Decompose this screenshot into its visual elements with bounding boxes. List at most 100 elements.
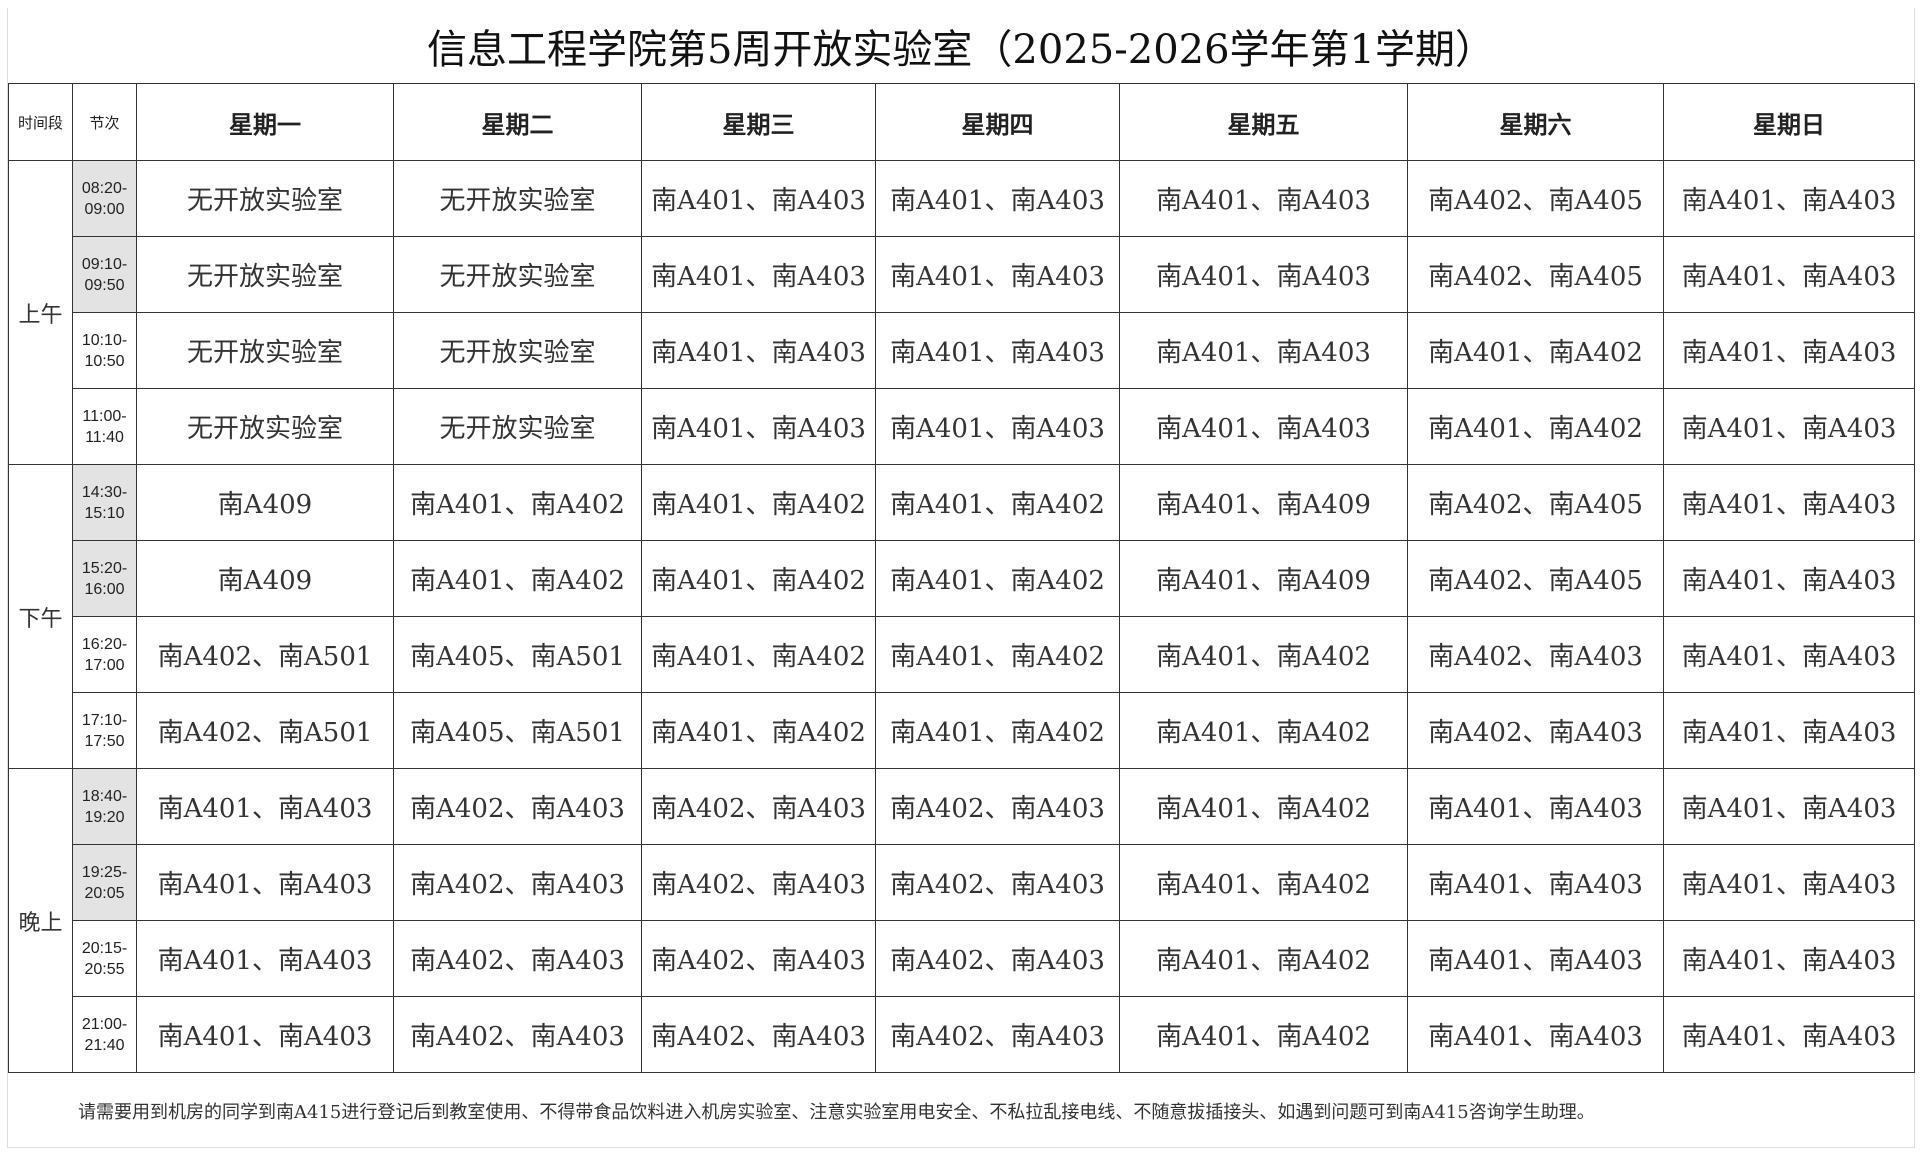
table-row: 15:20- 16:00 南A409 南A401、南A402 南A401、南A402 南… — [9, 540, 1915, 617]
lab-cell: 南A402、南A403 — [393, 920, 642, 997]
lab-cell: 南A402、南A405 — [1407, 160, 1664, 237]
lab-cell: 南A401、南A403 — [136, 996, 394, 1073]
lab-cell: 南A402、南A403 — [875, 996, 1120, 1073]
lab-cell: 南A402、南A403 — [875, 920, 1120, 997]
lab-cell: 南A402、南A403 — [393, 768, 642, 845]
lab-cell: 南A402、南A405 — [1407, 464, 1664, 541]
table-row: 16:20- 17:00 南A402、南A501 南A405、南A501 南A401、… — [9, 616, 1915, 693]
lab-cell: 南A401、南A402 — [875, 540, 1120, 617]
lab-cell: 南A401、南A403 — [136, 844, 394, 921]
lab-cell: 南A401、南A402 — [393, 464, 642, 541]
lab-cell: 南A401、南A403 — [1663, 236, 1915, 313]
lab-cell: 南A402、南A403 — [641, 920, 876, 997]
lab-cell: 南A401、南A403 — [1663, 312, 1915, 389]
lab-cell: 南A402、南A403 — [393, 996, 642, 1073]
header-day: 星期四 — [875, 83, 1120, 161]
lab-cell: 南A402、南A501 — [136, 616, 394, 693]
lab-cell: 南A401、南A403 — [875, 312, 1120, 389]
lab-cell: 南A401、南A402 — [1119, 844, 1408, 921]
lab-cell: 南A401、南A403 — [1663, 844, 1915, 921]
lab-cell: 南A409 — [136, 464, 394, 541]
time-slot-cell: 17:10- 17:50 — [72, 692, 137, 769]
header-day: 星期一 — [136, 83, 394, 161]
lab-cell: 南A401、南A403 — [1407, 996, 1664, 1073]
lab-cell: 南A401、南A403 — [641, 312, 876, 389]
lab-cell: 南A402、南A403 — [641, 844, 876, 921]
lab-cell: 南A401、南A402 — [875, 616, 1120, 693]
table-row: 晚上 18:40- 19:20 南A401、南A403 南A402、南A403 南A40… — [8, 768, 1915, 1073]
lab-cell: 南A401、南A402 — [641, 464, 876, 541]
period-cell: 上午 — [8, 160, 73, 465]
lab-cell: 南A401、南A409 — [1119, 464, 1408, 541]
header-day: 星期二 — [393, 83, 642, 161]
lab-cell: 南A402、南A403 — [1407, 616, 1664, 693]
lab-cell: 南A401、南A402 — [1407, 312, 1664, 389]
table-row: 21:00- 21:40 南A401、南A403 南A402、南A403 南A402、… — [9, 996, 1915, 1073]
lab-cell: 无开放实验室 — [393, 388, 642, 465]
lab-cell: 无开放实验室 — [393, 236, 642, 313]
lab-cell: 南A402、南A403 — [1407, 692, 1664, 769]
lab-cell: 南A401、南A402 — [393, 540, 642, 617]
lab-cell: 无开放实验室 — [136, 160, 394, 237]
header-session: 节次 — [72, 83, 137, 161]
lab-cell: 南A401、南A402 — [1119, 692, 1408, 769]
header-day: 星期三 — [641, 83, 876, 161]
lab-cell: 南A401、南A403 — [1407, 844, 1664, 921]
time-slot-cell: 21:00- 21:40 — [72, 996, 137, 1073]
lab-cell: 无开放实验室 — [136, 236, 394, 313]
lab-cell: 南A401、南A403 — [1663, 692, 1915, 769]
time-slot-cell: 09:10- 09:50 — [72, 236, 137, 313]
lab-cell: 南A401、南A402 — [1119, 616, 1408, 693]
lab-cell: 南A402、南A501 — [136, 692, 394, 769]
lab-cell: 南A402、南A403 — [875, 768, 1120, 845]
table-row: 17:10- 17:50 南A402、南A501 南A405、南A501 南A401、… — [9, 692, 1915, 769]
lab-cell: 南A405、南A501 — [393, 692, 642, 769]
lab-cell: 无开放实验室 — [393, 312, 642, 389]
lab-cell: 南A405、南A501 — [393, 616, 642, 693]
footer-notice: 请需要用到机房的同学到南A415进行登记后到教室使用、不得带食品饮料进入机房实验… — [8, 1075, 1914, 1148]
time-slot-cell: 11:00- 11:40 — [72, 388, 137, 465]
lab-cell: 南A401、南A403 — [1663, 996, 1915, 1073]
lab-cell: 南A401、南A402 — [641, 540, 876, 617]
time-slot-cell: 16:20- 17:00 — [72, 616, 137, 693]
time-slot-cell: 14:30- 15:10 — [72, 464, 137, 541]
header-day: 星期六 — [1407, 83, 1664, 161]
lab-cell: 无开放实验室 — [136, 388, 394, 465]
lab-cell: 南A401、南A403 — [1663, 388, 1915, 465]
lab-cell: 南A401、南A403 — [875, 160, 1120, 237]
lab-cell: 南A401、南A403 — [1663, 768, 1915, 845]
lab-cell: 南A401、南A403 — [1663, 920, 1915, 997]
schedule-sheet: 信息工程学院第5周开放实验室（2025-2026学年第1学期） 时间段 节次 星… — [7, 8, 1915, 1148]
lab-cell: 南A401、南A403 — [875, 388, 1120, 465]
lab-cell: 无开放实验室 — [136, 312, 394, 389]
table-row: 10:10- 10:50 无开放实验室 无开放实验室 南A401、南A403 南A401… — [9, 312, 1915, 389]
lab-cell: 南A401、南A403 — [641, 160, 876, 237]
lab-cell: 南A401、南A402 — [1119, 768, 1408, 845]
lab-cell: 南A401、南A403 — [1663, 616, 1915, 693]
page-title: 信息工程学院第5周开放实验室（2025-2026学年第1学期） — [426, 26, 1495, 73]
table-row: 09:10- 09:50 无开放实验室 无开放实验室 南A401、南A403 南A401… — [9, 236, 1915, 313]
table-row: 19:25- 20:05 南A401、南A403 南A402、南A403 南A402、… — [9, 844, 1915, 921]
lab-cell: 南A401、南A403 — [1407, 920, 1664, 997]
lab-cell: 南A401、南A403 — [1119, 312, 1408, 389]
header-day: 星期五 — [1119, 83, 1408, 161]
lab-cell: 南A401、南A403 — [136, 920, 394, 997]
lab-cell: 南A401、南A403 — [1119, 236, 1408, 313]
lab-schedule-table: 时间段 节次 星期一 星期二 星期三 星期四 星期五 星期六 星期日 上午 08:… — [8, 83, 1915, 1073]
lab-cell: 南A401、南A402 — [875, 464, 1120, 541]
table-row: 上午 08:20- 09:00 无开放实验室 无开放实验室 南A401、南A403 南A4… — [8, 160, 1915, 465]
period-cell: 晚上 — [8, 768, 73, 1073]
lab-cell: 南A401、南A403 — [1119, 388, 1408, 465]
table-row: 20:15- 20:55 南A401、南A403 南A402、南A403 南A402、… — [9, 920, 1915, 997]
lab-cell: 南A402、南A403 — [875, 844, 1120, 921]
lab-cell: 南A401、南A403 — [641, 388, 876, 465]
table-row: 11:00- 11:40 无开放实验室 无开放实验室 南A401、南A403 南A401… — [9, 388, 1915, 465]
lab-cell: 南A401、南A403 — [1119, 160, 1408, 237]
lab-cell: 南A401、南A403 — [1407, 768, 1664, 845]
lab-cell: 南A402、南A403 — [393, 844, 642, 921]
lab-cell: 南A401、南A403 — [1663, 540, 1915, 617]
lab-cell: 南A401、南A409 — [1119, 540, 1408, 617]
lab-cell: 南A401、南A403 — [1663, 464, 1915, 541]
lab-cell: 南A401、南A403 — [136, 768, 394, 845]
lab-cell: 南A409 — [136, 540, 394, 617]
